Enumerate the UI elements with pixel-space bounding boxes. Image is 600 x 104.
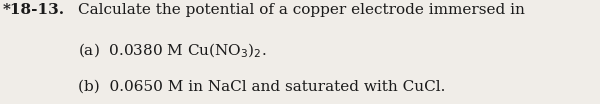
Text: (b)  0.0650 M in NaCl and saturated with CuCl.: (b) 0.0650 M in NaCl and saturated with … — [78, 80, 445, 94]
Text: Calculate the potential of a copper electrode immersed in: Calculate the potential of a copper elec… — [78, 3, 525, 17]
Text: *18-13.: *18-13. — [3, 3, 65, 17]
Text: (a)  0.0380 M Cu(NO$_3$)$_2$.: (a) 0.0380 M Cu(NO$_3$)$_2$. — [78, 42, 266, 60]
